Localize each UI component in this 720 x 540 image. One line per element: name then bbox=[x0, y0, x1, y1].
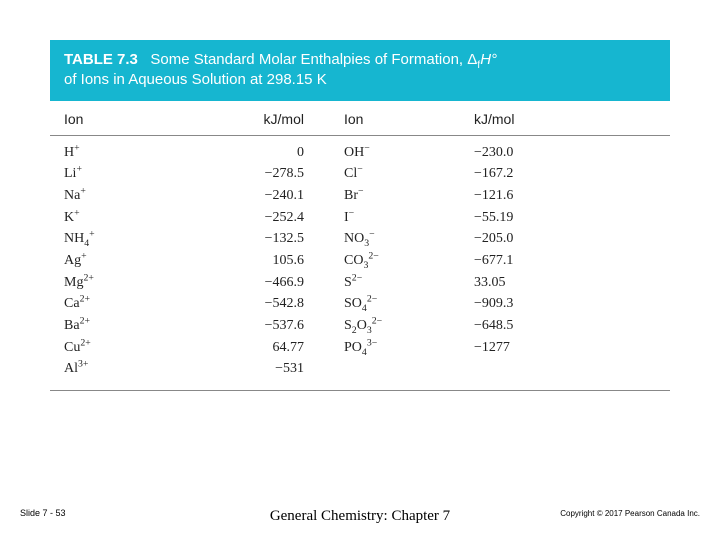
table-row: Cu2+64.77PO43−−1277 bbox=[64, 337, 656, 359]
column-headers: Ion kJ/mol Ion kJ/mol bbox=[50, 101, 670, 136]
col-header-ion-right: Ion bbox=[344, 111, 474, 127]
ion-cell-right: SO42− bbox=[344, 293, 474, 315]
value-cell-left: −240.1 bbox=[194, 185, 344, 207]
table-row: K+−252.4I−−55.19 bbox=[64, 207, 656, 229]
ion-cell-right: PO43− bbox=[344, 337, 474, 359]
slide-title: General Chemistry: Chapter 7 bbox=[270, 508, 450, 525]
value-cell-right: −205.0 bbox=[474, 228, 533, 250]
ion-cell-right: Br− bbox=[344, 185, 474, 207]
table-row: Ba2+−537.6S2O32−−648.5 bbox=[64, 315, 656, 337]
copyright-text: Copyright © 2017 Pearson Canada Inc. bbox=[560, 509, 700, 518]
ion-cell-left: Li+ bbox=[64, 163, 194, 185]
value-cell-right: −648.5 bbox=[474, 315, 533, 337]
ion-cell-right: I− bbox=[344, 207, 474, 229]
table-row: Ca2+−542.8SO42−−909.3 bbox=[64, 293, 656, 315]
slide-container: TABLE 7.3 Some Standard Molar Enthalpies… bbox=[0, 0, 720, 540]
value-cell-right: −167.2 bbox=[474, 163, 533, 185]
value-cell-right: −55.19 bbox=[474, 207, 533, 229]
ion-cell-left: K+ bbox=[64, 207, 194, 229]
ion-cell-left: Mg2+ bbox=[64, 272, 194, 294]
ion-cell-right: S2O32− bbox=[344, 315, 474, 337]
table-title-bar: TABLE 7.3 Some Standard Molar Enthalpies… bbox=[50, 40, 670, 101]
ion-cell-left: Na+ bbox=[64, 185, 194, 207]
table-row: NH4+−132.5NO3−−205.0 bbox=[64, 228, 656, 250]
value-cell-left: 0 bbox=[194, 142, 344, 164]
ion-cell-right: NO3− bbox=[344, 228, 474, 250]
table-number: TABLE 7.3 bbox=[64, 51, 138, 68]
ion-cell-left: Al3+ bbox=[64, 358, 194, 380]
ion-cell-left: Ca2+ bbox=[64, 293, 194, 315]
ion-cell-right: Cl− bbox=[344, 163, 474, 185]
table-body: H+0OH−−230.0Li+−278.5Cl−−167.2Na+−240.1B… bbox=[50, 136, 670, 392]
ion-cell-right: OH− bbox=[344, 142, 474, 164]
col-header-val-right: kJ/mol bbox=[474, 111, 534, 127]
ion-cell-right bbox=[344, 358, 474, 380]
table-row: Mg2+−466.9S2−33.05 bbox=[64, 272, 656, 294]
value-cell-right: −909.3 bbox=[474, 293, 533, 315]
ion-cell-left: Ba2+ bbox=[64, 315, 194, 337]
ion-cell-left: NH4+ bbox=[64, 228, 194, 250]
col-header-ion-left: Ion bbox=[64, 111, 194, 127]
table-row: Al3+−531 bbox=[64, 358, 656, 380]
col-header-val-left: kJ/mol bbox=[194, 111, 344, 127]
value-cell-right: −230.0 bbox=[474, 142, 533, 164]
value-cell-right bbox=[474, 358, 494, 380]
table-row: H+0OH−−230.0 bbox=[64, 142, 656, 164]
slide-footer: Slide 7 - 53 General Chemistry: Chapter … bbox=[0, 508, 720, 518]
value-cell-left: −132.5 bbox=[194, 228, 344, 250]
enthalpy-table: TABLE 7.3 Some Standard Molar Enthalpies… bbox=[50, 40, 670, 391]
value-cell-left: −531 bbox=[194, 358, 344, 380]
value-cell-right: 33.05 bbox=[474, 272, 526, 294]
table-row: Li+−278.5Cl−−167.2 bbox=[64, 163, 656, 185]
table-title-part2: H° bbox=[480, 51, 497, 68]
value-cell-left: 105.6 bbox=[194, 250, 344, 272]
value-cell-right: −677.1 bbox=[474, 250, 533, 272]
value-cell-right: −1277 bbox=[474, 337, 530, 359]
ion-cell-right: S2− bbox=[344, 272, 474, 294]
table-row: Na+−240.1Br−−121.6 bbox=[64, 185, 656, 207]
ion-cell-left: Ag+ bbox=[64, 250, 194, 272]
value-cell-right: −121.6 bbox=[474, 185, 533, 207]
table-title-line2: of Ions in Aqueous Solution at 298.15 K bbox=[64, 71, 327, 88]
value-cell-left: −466.9 bbox=[194, 272, 344, 294]
table-row: Ag+105.6CO32−−677.1 bbox=[64, 250, 656, 272]
table-title-part1: Some Standard Molar Enthalpies of Format… bbox=[150, 51, 477, 68]
ion-cell-left: H+ bbox=[64, 142, 194, 164]
value-cell-left: 64.77 bbox=[194, 337, 344, 359]
ion-cell-right: CO32− bbox=[344, 250, 474, 272]
value-cell-left: −537.6 bbox=[194, 315, 344, 337]
ion-cell-left: Cu2+ bbox=[64, 337, 194, 359]
value-cell-left: −278.5 bbox=[194, 163, 344, 185]
value-cell-left: −252.4 bbox=[194, 207, 344, 229]
slide-number: Slide 7 - 53 bbox=[20, 508, 66, 518]
value-cell-left: −542.8 bbox=[194, 293, 344, 315]
